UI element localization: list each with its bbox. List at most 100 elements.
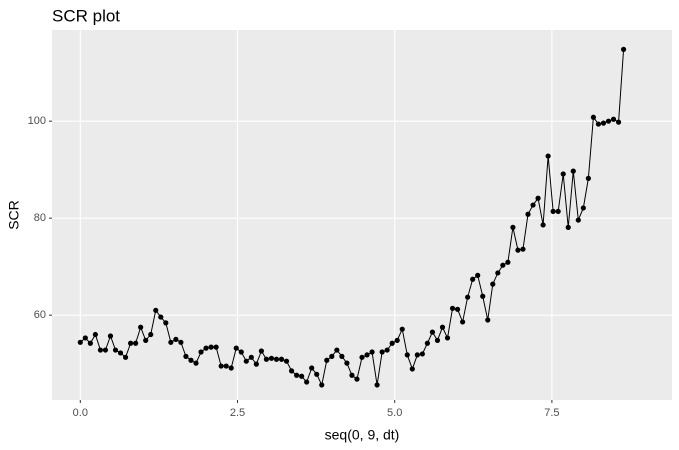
data-point <box>525 211 531 217</box>
x-tick-label: 7.5 <box>544 407 559 419</box>
data-point <box>364 352 370 358</box>
data-point <box>148 331 154 338</box>
x-tick-label: 5.0 <box>387 407 402 419</box>
data-point <box>540 222 546 228</box>
data-point <box>585 175 591 181</box>
data-point <box>374 382 380 388</box>
data-point <box>133 340 139 346</box>
x-tick-label: 0.0 <box>73 407 88 419</box>
data-point <box>178 339 184 345</box>
data-point <box>454 306 461 312</box>
data-point <box>248 354 254 360</box>
data-point <box>334 347 340 353</box>
data-point <box>112 347 119 353</box>
data-point <box>424 340 430 346</box>
data-point <box>143 337 149 343</box>
data-point <box>203 345 209 351</box>
data-point <box>495 270 501 276</box>
data-point <box>480 293 486 299</box>
data-point <box>283 358 290 364</box>
data-point <box>595 121 602 127</box>
data-point <box>304 379 310 385</box>
data-point <box>314 371 320 377</box>
data-point <box>359 354 365 360</box>
data-point <box>288 368 295 374</box>
data-point <box>153 307 159 313</box>
data-point <box>490 281 496 287</box>
data-point <box>168 339 174 345</box>
x-axis-title: seq(0, 9, dt) <box>325 427 400 443</box>
data-point <box>339 353 345 359</box>
data-point <box>610 116 617 122</box>
data-point <box>439 324 446 330</box>
data-point <box>515 247 521 253</box>
data-point <box>429 329 436 335</box>
data-point <box>399 326 405 332</box>
data-point <box>460 319 466 325</box>
y-tick-label: 100 <box>28 115 46 127</box>
data-point <box>550 208 556 214</box>
data-point <box>434 337 441 343</box>
data-point <box>319 382 325 388</box>
data-point <box>379 349 385 355</box>
data-point <box>218 363 224 369</box>
data-point <box>97 347 104 353</box>
data-point <box>384 347 390 353</box>
data-point <box>213 344 219 350</box>
data-point <box>555 208 561 214</box>
data-point <box>324 357 330 363</box>
data-point <box>299 373 305 379</box>
data-point <box>138 324 144 330</box>
data-point <box>560 171 566 177</box>
data-point <box>449 305 456 311</box>
y-tick-label: 80 <box>34 212 46 224</box>
data-point <box>520 246 526 252</box>
data-point <box>173 336 179 342</box>
y-tick-label: 60 <box>34 309 46 321</box>
data-point <box>253 361 259 367</box>
data-point <box>92 331 98 338</box>
data-point <box>530 202 536 208</box>
data-point <box>122 354 129 360</box>
data-point <box>605 118 612 124</box>
data-point <box>620 46 627 52</box>
data-point <box>409 366 415 372</box>
data-point <box>163 320 169 326</box>
data-point <box>535 195 541 201</box>
data-point <box>273 356 280 362</box>
data-point <box>575 217 581 223</box>
data-point <box>263 356 270 362</box>
data-point <box>505 259 511 265</box>
data-point <box>158 314 164 320</box>
data-point <box>369 349 375 355</box>
data-point <box>268 355 275 361</box>
data-point <box>198 349 204 355</box>
data-point <box>87 340 93 346</box>
data-point <box>233 345 239 351</box>
data-point <box>354 376 360 382</box>
data-point <box>404 352 410 358</box>
data-point <box>258 348 264 354</box>
data-point <box>278 356 285 362</box>
data-point <box>394 337 400 343</box>
plot-panel <box>52 30 672 400</box>
data-point <box>580 205 586 211</box>
data-point <box>117 350 124 356</box>
data-point <box>107 333 114 339</box>
data-point <box>444 335 451 341</box>
data-point <box>208 344 214 350</box>
data-point <box>465 294 471 300</box>
data-point <box>294 372 300 378</box>
chart-title: SCR plot <box>52 6 120 25</box>
data-point <box>77 339 83 345</box>
data-point <box>600 120 607 126</box>
data-point <box>329 353 335 359</box>
y-axis-title: SCR <box>6 200 22 230</box>
data-point <box>349 372 355 378</box>
data-point <box>128 340 134 346</box>
data-point <box>389 340 395 346</box>
data-point <box>570 168 576 174</box>
data-point <box>193 360 199 366</box>
x-tick-label: 2.5 <box>230 407 245 419</box>
